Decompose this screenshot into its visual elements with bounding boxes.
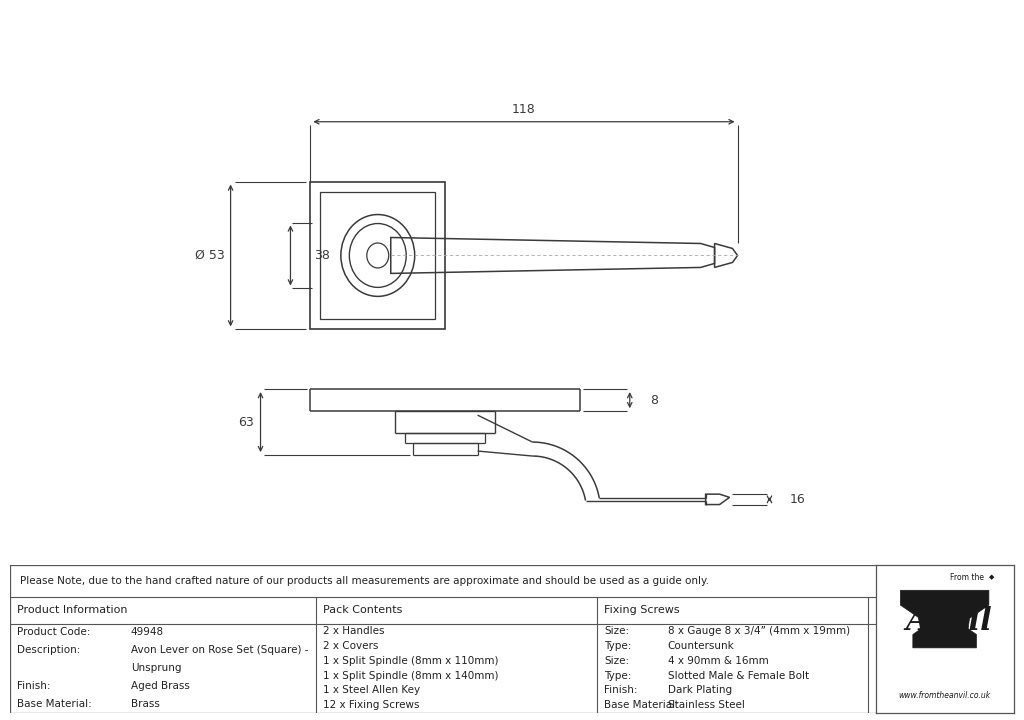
Text: ◆: ◆ bbox=[989, 574, 994, 580]
Text: Base Material:: Base Material: bbox=[604, 701, 679, 711]
Text: Description:: Description: bbox=[17, 645, 81, 655]
Text: Finish:: Finish: bbox=[17, 681, 51, 691]
Text: Countersunk: Countersunk bbox=[668, 641, 734, 651]
Text: 8: 8 bbox=[649, 394, 657, 407]
Text: Finish:: Finish: bbox=[604, 685, 638, 696]
Text: 118: 118 bbox=[512, 103, 536, 116]
Text: Type:: Type: bbox=[604, 670, 632, 680]
Text: 1 x Split Spindle (8mm x 140mm): 1 x Split Spindle (8mm x 140mm) bbox=[324, 670, 499, 680]
Text: Brass: Brass bbox=[131, 699, 160, 709]
Text: Aged Brass: Aged Brass bbox=[131, 681, 189, 691]
Text: 16: 16 bbox=[790, 493, 805, 506]
Text: 4 x 90mm & 16mm: 4 x 90mm & 16mm bbox=[668, 656, 768, 666]
Text: Base Material:: Base Material: bbox=[17, 699, 92, 709]
Text: Slotted Male & Female Bolt: Slotted Male & Female Bolt bbox=[668, 670, 809, 680]
Text: Fixing Screws: Fixing Screws bbox=[604, 606, 680, 615]
Polygon shape bbox=[900, 590, 989, 648]
Text: 1 x Split Spindle (8mm x 110mm): 1 x Split Spindle (8mm x 110mm) bbox=[324, 656, 499, 666]
Text: 38: 38 bbox=[314, 249, 331, 262]
Text: Size:: Size: bbox=[604, 626, 630, 636]
Text: Size:: Size: bbox=[604, 656, 630, 666]
Text: 12 x Fixing Screws: 12 x Fixing Screws bbox=[324, 701, 420, 711]
Text: Stainless Steel: Stainless Steel bbox=[668, 701, 744, 711]
Text: 8 x Gauge 8 x 3/4” (4mm x 19mm): 8 x Gauge 8 x 3/4” (4mm x 19mm) bbox=[668, 626, 850, 636]
Text: Avon Lever on Rose Set (Square) -: Avon Lever on Rose Set (Square) - bbox=[131, 645, 308, 655]
Text: Product Code:: Product Code: bbox=[17, 627, 91, 637]
Text: 1 x Steel Allen Key: 1 x Steel Allen Key bbox=[324, 685, 421, 696]
Text: www.fromtheanvil.co.uk: www.fromtheanvil.co.uk bbox=[899, 690, 990, 700]
Text: Unsprung: Unsprung bbox=[131, 663, 181, 673]
Text: 49948: 49948 bbox=[131, 627, 164, 637]
Text: Ø 53: Ø 53 bbox=[195, 249, 224, 262]
Text: Product Information: Product Information bbox=[17, 606, 128, 615]
Text: 2 x Covers: 2 x Covers bbox=[324, 641, 379, 651]
Text: 2 x Handles: 2 x Handles bbox=[324, 626, 385, 636]
Text: Dark Plating: Dark Plating bbox=[668, 685, 732, 696]
Text: Pack Contents: Pack Contents bbox=[324, 606, 402, 615]
Text: Please Note, due to the hand crafted nature of our products all measurements are: Please Note, due to the hand crafted nat… bbox=[20, 576, 710, 586]
Text: From the: From the bbox=[949, 572, 984, 582]
Text: Type:: Type: bbox=[604, 641, 632, 651]
Text: Anvil: Anvil bbox=[905, 606, 992, 636]
Text: 63: 63 bbox=[238, 415, 254, 428]
